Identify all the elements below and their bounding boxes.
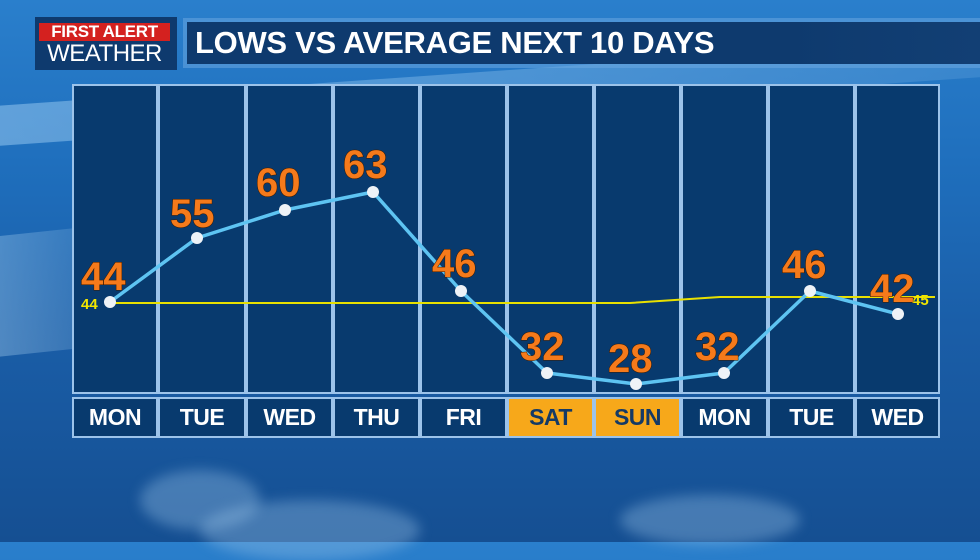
day-column — [333, 84, 420, 394]
brand-line2: WEATHER — [47, 40, 162, 67]
day-column — [158, 84, 246, 394]
chart-area: MON TUE WED THU FRI SAT SUN MON TUE WED — [70, 84, 942, 440]
day-label: MON — [681, 397, 768, 438]
day-column — [594, 84, 681, 394]
day-column — [246, 84, 333, 394]
background-cloud — [620, 495, 800, 545]
day-column — [681, 84, 768, 394]
background-cloud — [200, 500, 420, 560]
day-label: THU — [333, 397, 420, 438]
day-label: WED — [855, 397, 940, 438]
page-title: LOWS VS AVERAGE NEXT 10 DAYS — [195, 25, 715, 60]
day-label-weekend: SUN — [594, 397, 681, 438]
brand-line1: FIRST ALERT — [39, 23, 170, 41]
day-column — [420, 84, 507, 394]
day-column — [72, 84, 158, 394]
day-column — [507, 84, 594, 394]
day-label: WED — [246, 397, 333, 438]
day-label: FRI — [420, 397, 507, 438]
title-bar: LOWS VS AVERAGE NEXT 10 DAYS — [183, 18, 980, 68]
day-label: TUE — [768, 397, 855, 438]
background-cloud — [140, 470, 260, 530]
day-label-weekend: SAT — [507, 397, 594, 438]
day-label: TUE — [158, 397, 246, 438]
brand-logo: FIRST ALERT WEATHER — [35, 17, 177, 70]
day-column — [768, 84, 855, 394]
day-label: MON — [72, 397, 158, 438]
day-column — [855, 84, 940, 394]
